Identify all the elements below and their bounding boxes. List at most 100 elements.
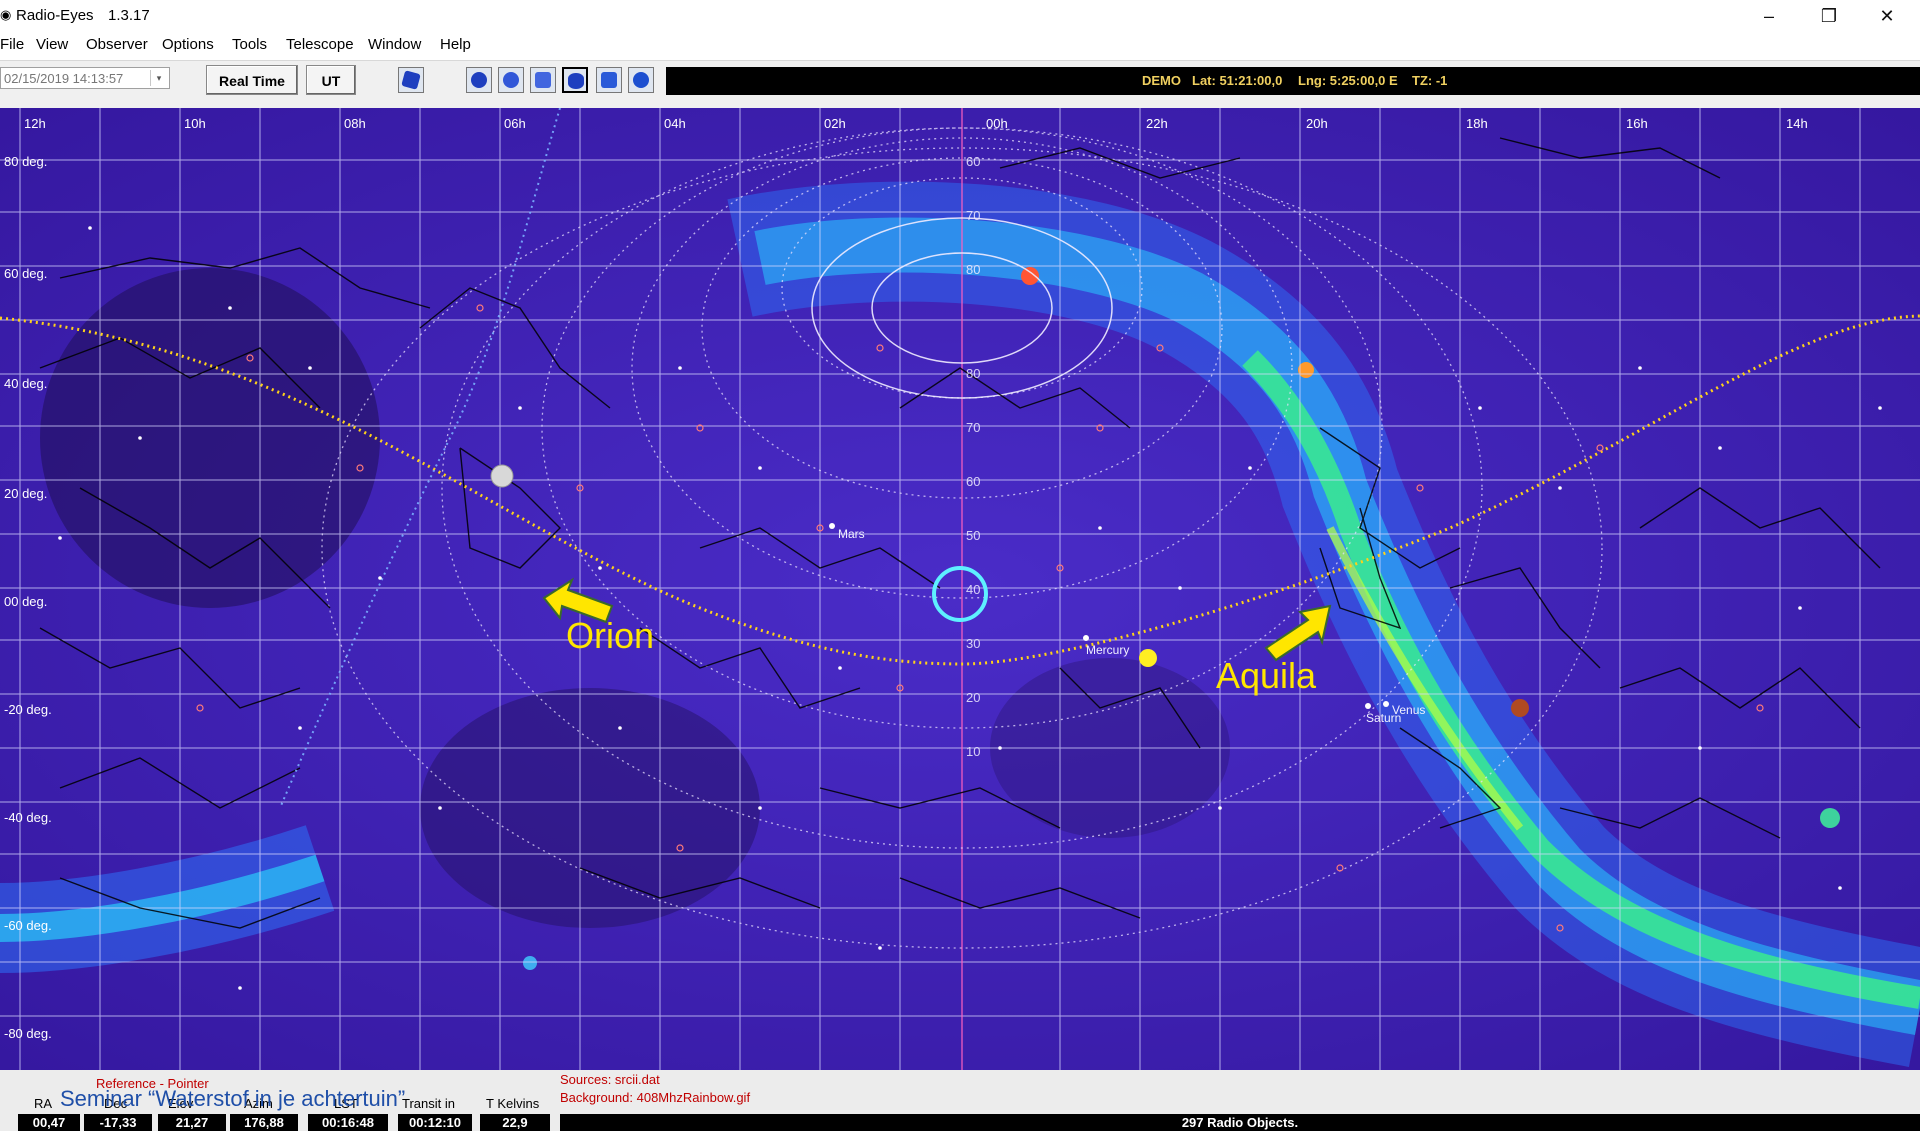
ra-label: 06h (504, 116, 526, 131)
ra-value: 00,47 (18, 1114, 80, 1131)
background-label: Background: 408MhzRainbow.gif (560, 1090, 751, 1105)
sky-view-icon[interactable] (398, 67, 424, 93)
menu-observer[interactable]: Observer (86, 36, 148, 53)
ra-label: 16h (1626, 116, 1648, 131)
tkelvins-value: 22,9 (480, 1114, 550, 1131)
altitude-label: 80 (966, 366, 980, 381)
ra-label: 04h (664, 116, 686, 131)
status-mode: DEMO (1142, 73, 1181, 88)
menu-tools[interactable]: Tools (232, 36, 268, 53)
sources-label: Sources: srcii.dat (560, 1072, 660, 1087)
dec-label: 20 deg. (4, 486, 47, 501)
dec-label: -80 deg. (4, 1026, 52, 1041)
ut-button[interactable]: UT (306, 65, 356, 95)
sky-map[interactable]: 12h 10h 08h 06h 04h 02h 00h 22h 20h 18h … (0, 108, 1920, 1070)
altitude-label: 40 (966, 582, 980, 597)
restore-button[interactable]: ❐ (1820, 6, 1838, 26)
altitude-label: 80 (966, 262, 980, 277)
jupiter-icon[interactable] (1511, 699, 1529, 717)
rotate-icon[interactable] (466, 67, 492, 93)
altitude-label: 70 (966, 208, 980, 223)
close-button[interactable]: ✕ (1879, 6, 1895, 26)
date-time-field[interactable]: 02/15/2019 14:13:57 ▾ (0, 67, 170, 89)
sky-map-canvas[interactable]: 12h 10h 08h 06h 04h 02h 00h 22h 20h 18h … (0, 108, 1920, 1070)
menu-options[interactable]: Options (162, 36, 214, 53)
status-panel: Reference - Pointer Sources: srcii.dat B… (0, 1070, 1920, 1131)
altitude-label: 60 (966, 154, 980, 169)
moon-icon[interactable] (490, 464, 514, 488)
aquila-label: Aquila (1216, 655, 1317, 696)
dec-label: -40 deg. (4, 810, 52, 825)
elev-column-label: Elev (168, 1096, 194, 1111)
zoom-box-icon[interactable] (530, 67, 556, 93)
saturn-icon[interactable] (1383, 701, 1389, 707)
altitude-label: 20 (966, 690, 980, 705)
chevron-down-icon[interactable]: ▾ (150, 70, 167, 86)
dec-column-label: Dec (104, 1096, 128, 1111)
ra-label: 12h (24, 116, 46, 131)
venus-icon[interactable] (1365, 703, 1371, 709)
dec-label: 00 deg. (4, 594, 47, 609)
dec-label: 60 deg. (4, 266, 47, 281)
ra-label: 02h (824, 116, 846, 131)
ecliptic-line (0, 314, 1920, 666)
minimize-button[interactable]: – (1763, 6, 1774, 26)
planet-label-saturn: Saturn (1366, 711, 1401, 725)
menu-bar: File View Observer Options Tools Telesco… (0, 32, 1920, 60)
target-icon[interactable] (498, 67, 524, 93)
status-latitude: Lat: 51:21:00,0 (1192, 73, 1283, 88)
menu-view[interactable]: View (36, 36, 69, 53)
ra-label: 14h (1786, 116, 1808, 131)
transit-column-label: Transit in (402, 1096, 455, 1111)
planet-label-venus: Venus (1392, 703, 1425, 717)
real-time-button[interactable]: Real Time (206, 65, 298, 95)
mars-icon[interactable] (829, 523, 835, 529)
altitude-label: 30 (966, 636, 980, 651)
azim-column-label: Azim (244, 1096, 273, 1111)
status-longitude: Lng: 5:25:00,0 E (1298, 73, 1398, 88)
transit-value: 00:12:10 (398, 1114, 472, 1131)
dec-value: -17,33 (84, 1114, 152, 1131)
mercury-icon[interactable] (1083, 635, 1089, 641)
observer-status: DEMO Lat: 51:21:00,0 Lng: 5:25:00,0 E TZ… (666, 67, 1920, 95)
dec-label: 80 deg. (4, 154, 47, 169)
altitude-label: 60 (966, 474, 980, 489)
dec-label: -20 deg. (4, 702, 52, 717)
telescope-pointer-icon[interactable] (932, 566, 988, 622)
orion-label: Orion (566, 615, 654, 656)
panel-view-icon[interactable] (596, 67, 622, 93)
ra-label: 18h (1466, 116, 1488, 131)
ra-column-label: RA (34, 1096, 53, 1111)
seminar-caption: Seminar “Waterstof in je achtertuin” (60, 1086, 406, 1111)
menu-help[interactable]: Help (440, 36, 471, 53)
app-version: 1.3.17 (108, 7, 150, 24)
menu-file[interactable]: File (0, 36, 25, 53)
orion-arrow-icon (542, 577, 614, 624)
toolbar: 02/15/2019 14:13:57 ▾ Real Time UT DEMO … (0, 60, 1920, 109)
altitude-label: 50 (966, 528, 980, 543)
lst-column-label: LST (334, 1096, 358, 1111)
ra-label: 10h (184, 116, 206, 131)
ra-label: 22h (1146, 116, 1168, 131)
tkelvins-column-label: T Kelvins (486, 1096, 540, 1111)
title-bar: ◉ Radio-Eyes 1.3.17 – ❐ ✕ (0, 0, 1920, 32)
globe-view-icon[interactable] (628, 67, 654, 93)
lst-value: 00:16:48 (308, 1114, 388, 1131)
aquila-arrow-icon (1264, 604, 1332, 662)
ra-label: 08h (344, 116, 366, 131)
menu-window[interactable]: Window (368, 36, 422, 53)
ra-label: 20h (1306, 116, 1328, 131)
elev-value: 21,27 (158, 1114, 226, 1131)
date-time-value: 02/15/2019 14:13:57 (4, 71, 124, 86)
radio-eyes-logo-icon: ◉ (0, 7, 12, 22)
ra-label: 00h (986, 116, 1008, 131)
azim-value: 176,88 (230, 1114, 298, 1131)
altitude-label: 10 (966, 744, 980, 759)
menu-telescope[interactable]: Telescope (286, 36, 354, 53)
dec-label: -60 deg. (4, 918, 52, 933)
sun-icon[interactable] (1139, 649, 1157, 667)
planet-label-mars: Mars (838, 527, 865, 541)
planet-label-mercury: Mercury (1086, 643, 1129, 657)
reference-label: Reference - Pointer (96, 1076, 209, 1091)
ellipse-view-icon[interactable] (562, 67, 588, 93)
